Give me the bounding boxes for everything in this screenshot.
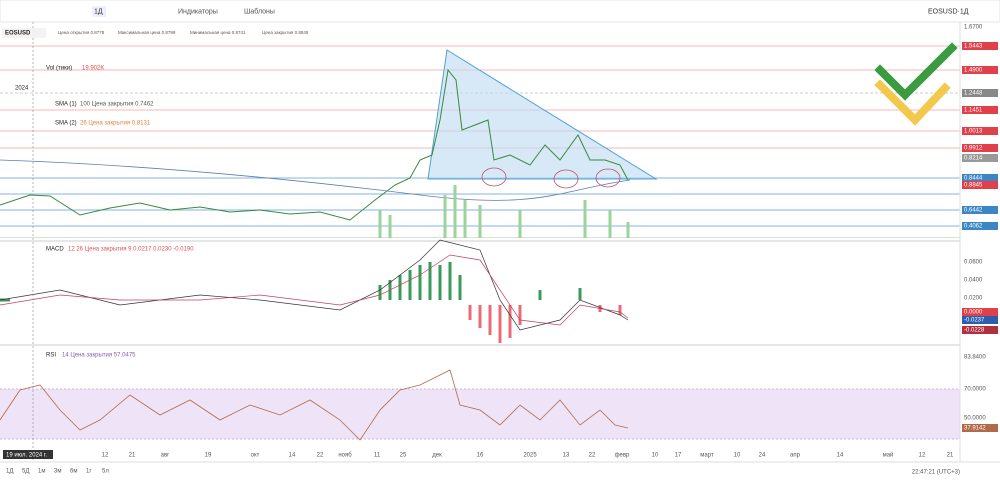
time-label: 24: [759, 453, 766, 459]
axis-label: 1.4900: [964, 68, 983, 74]
axis-label: 0.0200: [964, 296, 983, 302]
vol-label: Vol (тики): [46, 66, 72, 72]
rsi-pane: [0, 369, 960, 441]
range-button[interactable]: 1г: [86, 469, 92, 475]
price-badge: [962, 308, 998, 316]
price-badge: [962, 106, 998, 114]
legend-low: Минимальная цена 0.8741: [190, 30, 246, 35]
axis-label: 37.9142: [964, 426, 986, 432]
time-label: авг: [161, 453, 171, 459]
price-badge: [962, 174, 998, 182]
axis-label: 0.0600: [964, 260, 983, 266]
axis-label: 0.0400: [964, 278, 983, 284]
year-label: 2024: [15, 86, 29, 92]
time-label: 12: [102, 453, 109, 459]
vol-value: 19.902K: [82, 66, 104, 72]
legend-close: Цена закрытия 0.8845: [262, 30, 309, 35]
time-label: 14: [837, 453, 844, 459]
range-button[interactable]: 5л: [102, 469, 109, 475]
axis-label: 0.8444: [964, 176, 983, 182]
macd-pane: [0, 239, 629, 343]
legend-open: Цена открытия 0.8778: [58, 30, 105, 35]
price-badge: [962, 206, 998, 214]
axis-label: 83.8400: [964, 355, 986, 361]
price-badge: [962, 181, 998, 189]
time-label: 19: [205, 453, 212, 459]
axis-label: 0.6442: [964, 208, 983, 214]
clock: 22:47:21 (UTC+3): [912, 470, 960, 476]
time-label: март: [700, 453, 714, 459]
time-label: 11: [374, 453, 381, 459]
legend-high: Максимальная цена 0.8799: [118, 30, 176, 35]
symbol: EOSUSD: [5, 31, 31, 37]
time-label: февр: [615, 453, 630, 459]
range-button[interactable]: 1м: [38, 469, 45, 475]
macd-label: MACD: [46, 247, 64, 253]
time-label: нояб: [338, 453, 352, 459]
price-badge: [962, 89, 998, 97]
time-label: 12: [919, 453, 926, 459]
time-label: 10: [652, 453, 659, 459]
price-badge: [962, 144, 998, 152]
templates-button[interactable]: Шаблоны: [244, 7, 275, 15]
time-label: 22: [317, 453, 324, 459]
time-label: 10: [734, 453, 741, 459]
range-button[interactable]: 3м: [54, 469, 61, 475]
price-badge: [962, 42, 998, 50]
time-label: 16: [477, 453, 484, 459]
time-label: дек: [432, 453, 442, 459]
time-label: апр: [790, 453, 801, 459]
time-label: 21: [129, 453, 136, 459]
sma1-value: 100 Цена закрытия 0.7462: [80, 102, 154, 108]
interval-button[interactable]: [92, 6, 106, 17]
axis-label: -0.0237: [964, 318, 985, 324]
toolbar: [0, 0, 1000, 23]
rsi-label: RSI: [46, 353, 56, 359]
symbol-button[interactable]: EOSUSD·1Д: [928, 8, 969, 15]
axis-label: 1.1451: [964, 108, 983, 114]
axis-label: 1.6700: [964, 25, 983, 31]
time-label: 25: [400, 453, 407, 459]
price-badge: [962, 424, 998, 432]
time-label: 22: [589, 453, 596, 459]
rsi-value: 14 Цена закрытия 57.0475: [62, 353, 136, 359]
sma2-label: SMA (2): [55, 121, 77, 127]
price-badge: [962, 127, 998, 135]
range-button[interactable]: 5Д: [22, 469, 29, 475]
axis-label: 50.0000: [964, 416, 986, 422]
axis-label: 1.2448: [964, 91, 983, 97]
time-label: 2025: [523, 453, 537, 459]
time-label: 17: [675, 453, 682, 459]
price-badge: [962, 326, 998, 334]
range-button[interactable]: 6м: [70, 469, 77, 475]
time-label: 19 июл. 2024 г.: [6, 453, 47, 459]
axis-label: -0.0228: [964, 328, 985, 334]
axis-label: 1.5443: [964, 44, 983, 50]
time-label: окт: [251, 453, 260, 459]
cursor-date-badge: [3, 450, 53, 459]
axis-label: 0.9912: [964, 146, 983, 152]
interval[interactable]: 1Д: [94, 8, 103, 15]
axis-label: 0.0000: [964, 310, 983, 316]
price-pane: [0, 45, 960, 238]
axis-label: 0.8214: [964, 156, 983, 162]
time-label: май: [883, 452, 894, 459]
indicators-button[interactable]: Индикаторы: [178, 8, 218, 15]
price-badge: [962, 66, 998, 74]
axis-label: 0.4062: [964, 224, 983, 230]
time-label: 14: [289, 453, 296, 459]
sma1-label: SMA (1): [55, 102, 77, 108]
macd-value: 12 26 Цена закрытия 9 0.0217 0.0230 -0.0…: [68, 247, 194, 253]
range-button[interactable]: 1Д: [6, 469, 13, 475]
axis-label: 70.0000: [964, 387, 986, 393]
axis-label: 0.8845: [964, 183, 983, 189]
time-label: 21: [947, 453, 954, 459]
sma2-value: 26 Цена закрытия 0.8131: [80, 121, 151, 127]
price-badge: [962, 154, 998, 162]
axis-label: 1.0013: [964, 129, 983, 135]
price-badge: [962, 316, 998, 324]
time-label: 13: [563, 453, 570, 459]
price-badge: [962, 222, 998, 230]
